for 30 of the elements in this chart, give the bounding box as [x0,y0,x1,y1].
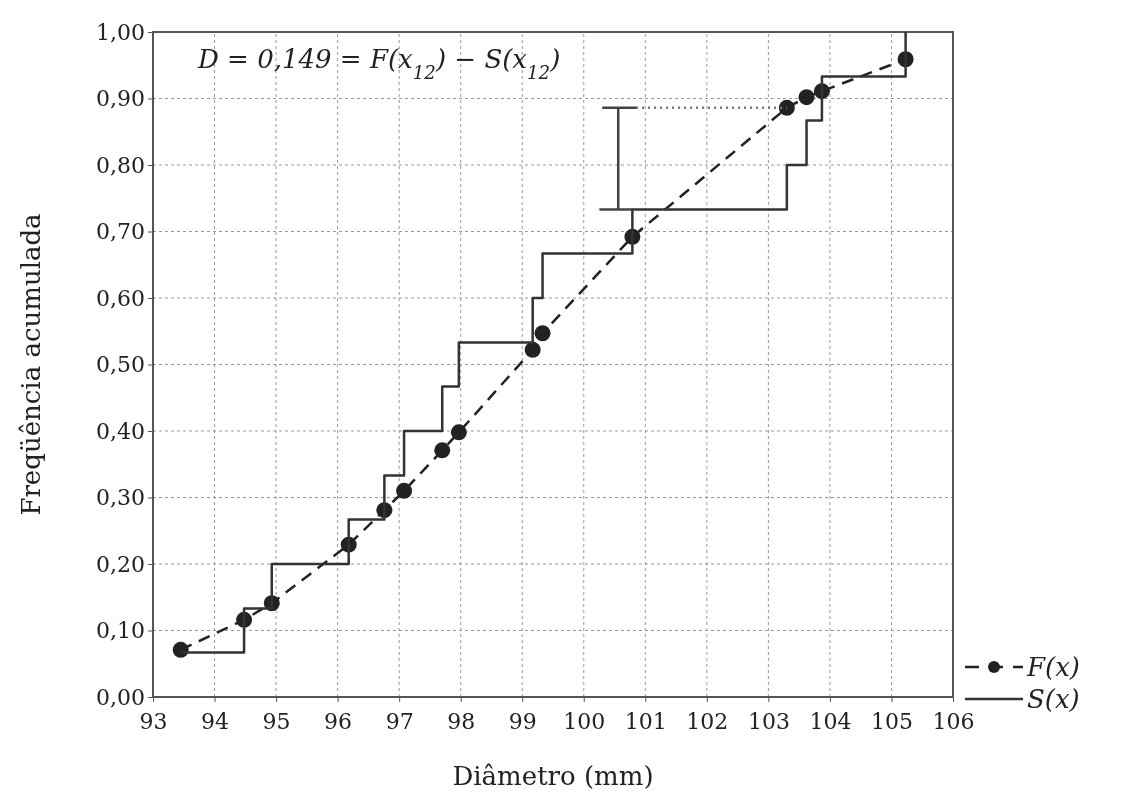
y-tick-label: 0,90 [96,86,145,112]
x-tick-label: 101 [624,709,667,735]
x-tick-label: 98 [447,709,476,735]
x-tick-label: 97 [385,709,414,735]
x-tick-label: 95 [262,709,291,735]
legend-label: F(x) [1026,652,1080,682]
x-tick-label: 94 [201,709,230,735]
x-tick-label: 93 [139,709,168,735]
x-tick-label: 103 [747,709,790,735]
y-tick-label: 0,70 [96,219,145,245]
legend-label: S(x) [1027,684,1080,714]
y-tick-label: 0,80 [96,152,145,178]
y-tick-label: 1,00 [96,19,145,45]
y-tick-label: 0,40 [96,418,145,444]
y-tick-label: 0,10 [96,618,145,644]
x-tick-label: 102 [686,709,729,735]
annotation: D = 0,149 = F(x$_{12}$) − S(x$_{12}$) [197,44,561,83]
x-tick-label: 104 [809,709,852,735]
y-axis-title: Freqüência acumulada [16,213,46,516]
y-tick-label: 0,60 [96,285,145,311]
y-tick-label: 0,20 [96,551,145,577]
x-axis-title: Diâmetro (mm) [452,761,654,791]
x-tick-label: 105 [870,709,913,735]
x-tick-label: 106 [932,709,975,735]
y-tick-label: 0,50 [96,352,145,378]
x-tick-label: 99 [508,709,537,735]
x-tick-label: 96 [324,709,353,735]
y-tick-label: 0,00 [96,684,145,710]
x-tick-label: 100 [563,709,606,735]
y-tick-label: 0,30 [96,485,145,511]
